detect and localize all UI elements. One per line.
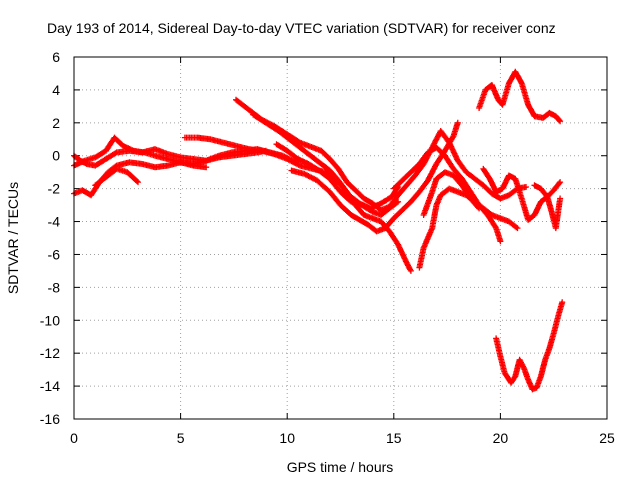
- x-tick-labels: 0 5 10 15 20 25: [70, 430, 615, 446]
- data-series-trace-14: [480, 165, 564, 223]
- y-tick-label: 2: [52, 115, 60, 131]
- data-series-trace-15: [531, 182, 564, 232]
- gridlines: [74, 57, 607, 419]
- x-tick-label: 10: [279, 430, 295, 446]
- y-tick-label: -6: [48, 246, 61, 262]
- x-tick-label: 15: [386, 430, 402, 446]
- data-series-trace-12: [420, 169, 483, 218]
- y-axis-label: SDTVAR / TECUs: [5, 182, 21, 294]
- y-tick-label: 4: [52, 82, 60, 98]
- data-marks: [71, 68, 566, 393]
- chart-title: Day 193 of 2014, Sidereal Day-to-day VTE…: [47, 20, 556, 36]
- y-tick-label: -10: [40, 312, 60, 328]
- x-tick-label: 20: [493, 430, 509, 446]
- y-tick-label: -8: [48, 279, 61, 295]
- x-axis-label: GPS time / hours: [287, 459, 394, 475]
- y-tick-labels: -16 -14 -12 -10 -8 -6 -4 -2 0 2 4 6: [40, 49, 60, 427]
- y-tick-label: 6: [52, 49, 60, 65]
- plot-frame: [73, 56, 608, 420]
- data-series-trace-4: [92, 165, 141, 189]
- x-tick-label: 0: [70, 430, 78, 446]
- data-series-trace-10: [390, 144, 504, 245]
- x-tick-label: 5: [177, 430, 185, 446]
- data-series-trace-9: [288, 119, 461, 235]
- data-series-trace-8: [273, 141, 402, 218]
- x-tick-label: 25: [599, 430, 615, 446]
- y-tick-label: -4: [48, 214, 61, 230]
- axis-ticks: [73, 56, 608, 420]
- data-series-trace-13: [476, 68, 564, 125]
- data-series-trace-16: [493, 299, 566, 393]
- y-tick-label: 0: [52, 148, 60, 164]
- y-tick-label: -12: [40, 345, 60, 361]
- y-tick-label: -2: [48, 181, 61, 197]
- y-tick-label: -14: [40, 378, 60, 394]
- y-tick-label: -16: [40, 411, 60, 427]
